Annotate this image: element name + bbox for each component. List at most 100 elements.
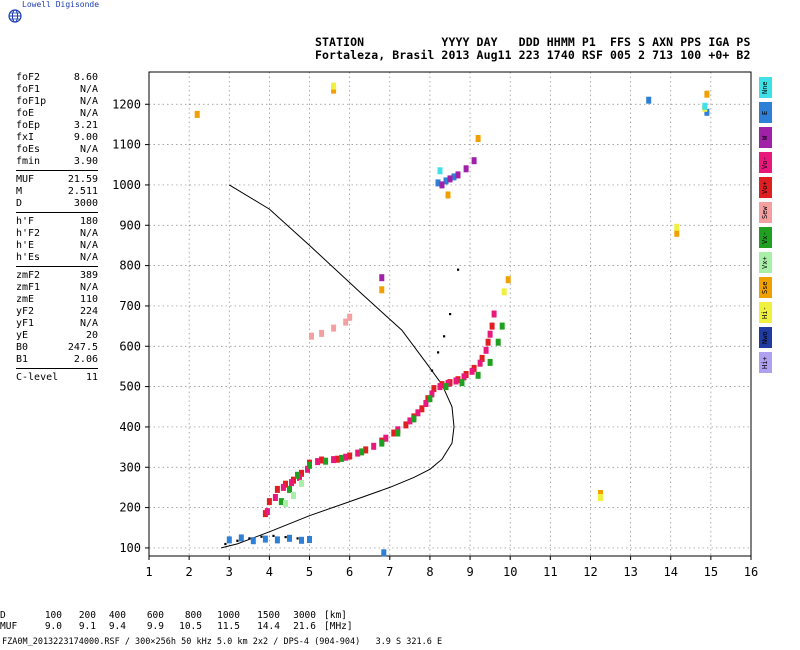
param-row: yE 20 [16,330,98,342]
legend-label: Nne [761,81,769,94]
param-value: 20 [85,330,98,341]
header-values: Fortaleza, Brasil 2013 Aug11 223 1740 RS… [315,48,751,62]
param-row: yF2 224 [16,306,98,318]
data-point [674,223,680,231]
legend-item: Vx+ [759,252,772,273]
param-value: N/A [79,252,98,263]
param-separator [16,266,98,267]
data-point [431,385,437,393]
data-point [469,367,475,375]
data-point [461,373,467,381]
legend-item: Hi+ [759,352,772,373]
parameter-panel: foF2 8.60 foF1 N/A foF1p N/A foE N/A foEp 3.21 fxI… [16,72,98,384]
trace-point [296,537,299,540]
muf-row-label: MUF [0,621,18,632]
data-point [443,177,449,185]
data-point [347,452,353,460]
param-row: h'E N/A [16,240,98,252]
x-tick-label: 12 [583,565,597,579]
x-tick-label: 15 [704,565,718,579]
data-point [274,485,280,493]
param-value: 224 [79,306,98,317]
data-point [495,338,501,346]
data-point [471,157,477,165]
legend-item: Nne [759,77,772,98]
param-value: N/A [79,96,98,107]
data-point [453,377,459,385]
param-value: 11 [85,372,98,383]
data-point [423,400,429,407]
param-row: C-level 11 [16,372,98,384]
trace-point [284,536,287,539]
y-tick-label: 1200 [112,97,141,111]
param-row: D 3000 [16,198,98,210]
data-point [459,379,465,387]
param-row: foF2 8.60 [16,72,98,84]
legend-label: W [761,135,769,140]
data-point [319,329,325,337]
x-tick-label: 10 [503,565,517,579]
data-point [305,465,310,473]
legend-item: E [759,102,772,123]
param-value: 110 [79,294,98,305]
param-name: fmin [16,156,41,167]
y-tick-label: 600 [119,339,141,353]
data-point [383,434,389,442]
param-row: zmE 110 [16,294,98,306]
data-point [475,371,481,379]
muf-unit: [MHz] [324,621,353,632]
param-value: 3.21 [73,120,98,131]
param-name: M [16,186,23,197]
param-value: N/A [79,240,98,251]
legend-item: W [759,127,772,148]
data-point [463,165,469,173]
param-name: h'Es [16,252,41,263]
data-point [299,469,304,477]
trace-point [449,313,452,316]
data-point [272,494,278,501]
data-point [487,358,493,366]
param-value: 9.00 [73,132,98,143]
trace-point [260,535,263,538]
data-point [266,498,272,506]
x-tick-label: 3 [226,565,233,579]
muf-row-label: D [0,610,6,621]
legend-item: Vo- [759,152,772,173]
muf-cell: 14.4 [257,621,280,632]
param-name: h'E [16,240,35,251]
data-point [371,442,377,450]
data-point [646,96,652,104]
data-point [702,102,708,110]
param-row: h'Es N/A [16,252,98,264]
data-point [429,390,435,398]
x-tick-label: 1 [145,565,152,579]
trace-point [236,539,239,542]
param-name: yF2 [16,306,35,317]
param-name: B0 [16,342,29,353]
data-point [451,173,457,181]
muf-cell: 3000 [293,610,316,621]
data-point [381,549,387,557]
param-name: h'F [16,216,35,227]
grid [149,72,751,556]
data-point [407,417,413,425]
data-point [226,536,232,544]
y-tick-label: 1100 [112,138,141,152]
legend-label: Sew [761,206,769,219]
data-point [443,383,449,391]
muf-row: D 100 200 400 600 800 1000 1500 3000 [km] [0,610,353,621]
legend-label: Hi+ [761,356,769,369]
muf-table: D 100 200 400 600 800 1000 1500 3000 [km] MUF 9.0 9.… [0,610,353,632]
legend-item: Nwo [759,327,772,348]
legend-item: Sew [759,202,772,223]
param-row: B0 247.5 [16,342,98,354]
plot-frame [148,71,752,557]
legend-item: Hi- [759,302,772,323]
param-row: zmF1 N/A [16,282,98,294]
legend-label: Vo+ [761,181,769,194]
muf-cell: 9.1 [78,621,96,632]
trace-point [457,268,460,271]
param-name: zmF1 [16,282,41,293]
muf-cell: 600 [146,610,164,621]
